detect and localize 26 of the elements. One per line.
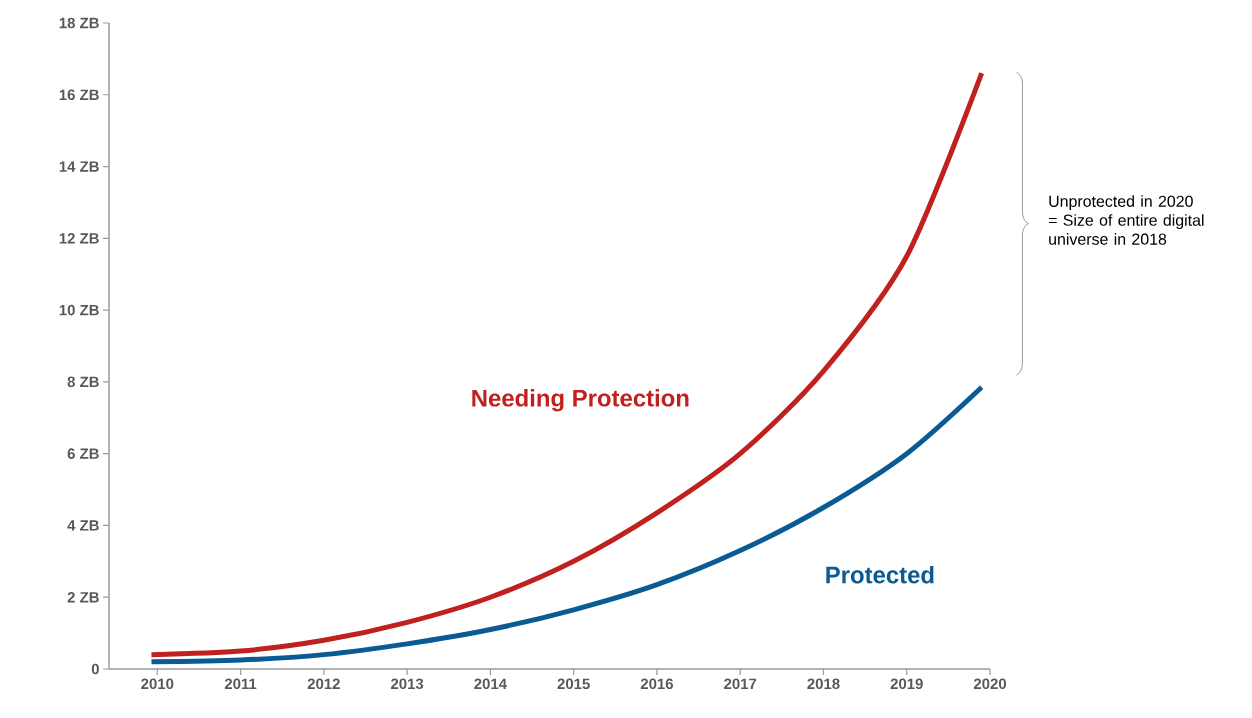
x-tick-label: 2020 <box>973 678 1006 690</box>
line-series <box>148 70 985 658</box>
text: Unprotected in 2020 = Size of entire digital universe in 2018 <box>1048 195 1204 245</box>
y-tick-label: 8 ZB <box>67 376 99 388</box>
line-series <box>148 384 985 665</box>
y-tick-label: 10 ZB <box>59 304 99 316</box>
x-tick-label: 2018 <box>807 678 840 690</box>
x-tick-label: 2012 <box>307 678 340 690</box>
y-tick-label: 16 ZB <box>59 89 99 101</box>
y-tick-label: 0 <box>91 663 99 675</box>
text: Protected <box>826 565 934 584</box>
y-tick-label: 18 ZB <box>59 17 99 29</box>
x-tick-label: 2016 <box>640 678 673 690</box>
x-tick-label: 2010 <box>141 678 174 690</box>
y-tick-label: 2 ZB <box>67 592 99 603</box>
y-tick-label: 4 ZB <box>67 520 99 531</box>
y-tick-label: 14 ZB <box>59 161 99 172</box>
x-tick-label: 2019 <box>890 678 923 690</box>
y-tick-label: 6 ZB <box>67 448 99 459</box>
y-tick-label: 12 ZB <box>59 233 99 244</box>
x-tick-label: 2013 <box>391 678 424 690</box>
x-tick-label: 2014 <box>474 678 507 690</box>
text: Needing Protection <box>472 389 689 412</box>
x-tick-label: 2017 <box>724 678 757 690</box>
x-tick-label: 2011 <box>224 678 257 690</box>
x-tick-label: 2015 <box>557 678 590 690</box>
